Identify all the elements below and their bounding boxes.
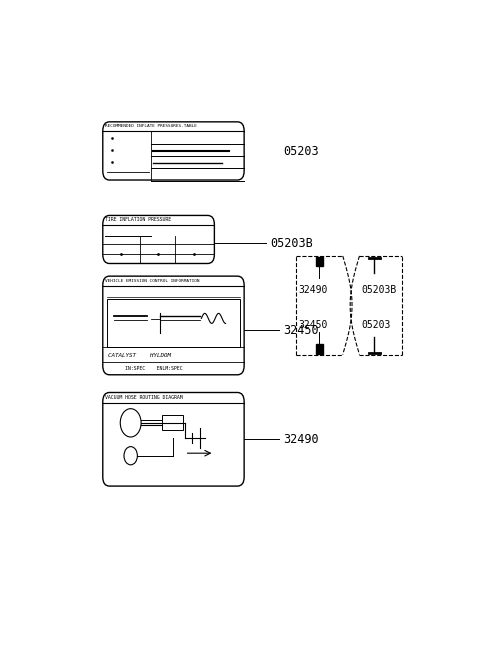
FancyBboxPatch shape: [103, 215, 215, 263]
Text: 32450: 32450: [298, 320, 327, 330]
Text: RECOMMENDED INFLATE PRESSURES-TABLE: RECOMMENDED INFLATE PRESSURES-TABLE: [106, 124, 197, 128]
Text: IN:SPEC    ENLM:SPEC: IN:SPEC ENLM:SPEC: [125, 366, 182, 371]
Text: VEHICLE EMISSION CONTROL INFORMATION: VEHICLE EMISSION CONTROL INFORMATION: [106, 279, 200, 283]
Text: 05203B: 05203B: [361, 285, 396, 296]
Bar: [316, 344, 323, 353]
Text: 32450: 32450: [283, 324, 319, 337]
FancyBboxPatch shape: [103, 276, 244, 374]
FancyBboxPatch shape: [103, 122, 244, 180]
Text: 05203: 05203: [283, 145, 319, 158]
Text: CATALYST    HYLDOM: CATALYST HYLDOM: [108, 353, 171, 358]
Bar: [162, 415, 183, 430]
Text: 32490: 32490: [298, 285, 327, 296]
Text: TIRE INFLATION PRESSURE: TIRE INFLATION PRESSURE: [106, 217, 171, 223]
Bar: [107, 299, 240, 347]
Text: 32490: 32490: [283, 433, 319, 446]
Text: 05203B: 05203B: [270, 237, 313, 250]
Bar: [316, 257, 323, 266]
FancyBboxPatch shape: [103, 392, 244, 486]
Text: VACUUM HOSE ROUTING DIAGRAM: VACUUM HOSE ROUTING DIAGRAM: [106, 395, 183, 400]
Text: 05203: 05203: [361, 320, 391, 330]
